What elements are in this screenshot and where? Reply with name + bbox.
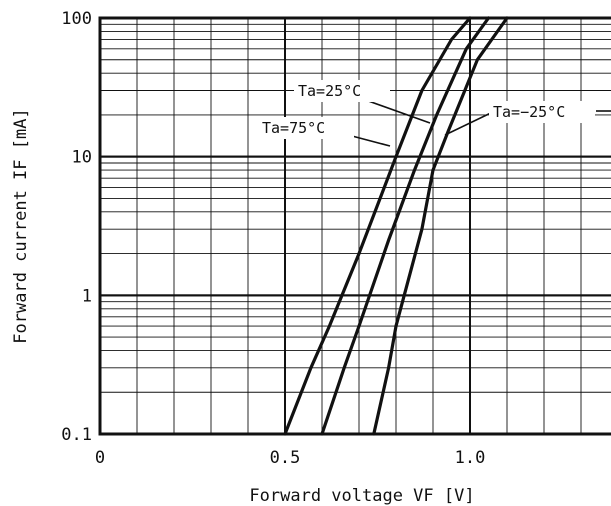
- y-axis-title: Forward current IF [mA]: [11, 108, 31, 343]
- annotation-leader: [359, 97, 431, 124]
- annotation-background: [489, 101, 595, 123]
- x-axis-title: Forward voltage VF [V]: [249, 486, 474, 506]
- tick-labels: 0 0.5 1.0 0.1 1 10 100: [61, 9, 485, 468]
- y-tick-label: 100: [61, 9, 92, 29]
- annotation-background: [258, 117, 354, 139]
- annotation-label: Ta=25°C: [298, 82, 361, 100]
- y-tick-label: 10: [72, 148, 92, 168]
- x-tick-label: 0: [95, 448, 105, 468]
- y-tick-label: 0.1: [61, 425, 92, 445]
- annotation-leader: [444, 109, 498, 136]
- series-line-0: [283, 16, 472, 436]
- series-line-2: [372, 16, 509, 436]
- annotation-leader: [351, 135, 391, 147]
- y-tick-label: 1: [82, 286, 92, 306]
- series-line-1: [320, 16, 491, 436]
- x-tick-label: 0.5: [270, 448, 301, 468]
- annotations: Ta=25°C Ta=75°C Ta=−25°C: [258, 80, 611, 147]
- annotation-background: [294, 80, 390, 102]
- annotation-label: Ta=75°C: [262, 119, 325, 137]
- curves: [283, 16, 509, 436]
- x-tick-label: 1.0: [455, 448, 486, 468]
- plot-frame: [98, 16, 611, 436]
- annotation-label: Ta=−25°C: [493, 103, 565, 121]
